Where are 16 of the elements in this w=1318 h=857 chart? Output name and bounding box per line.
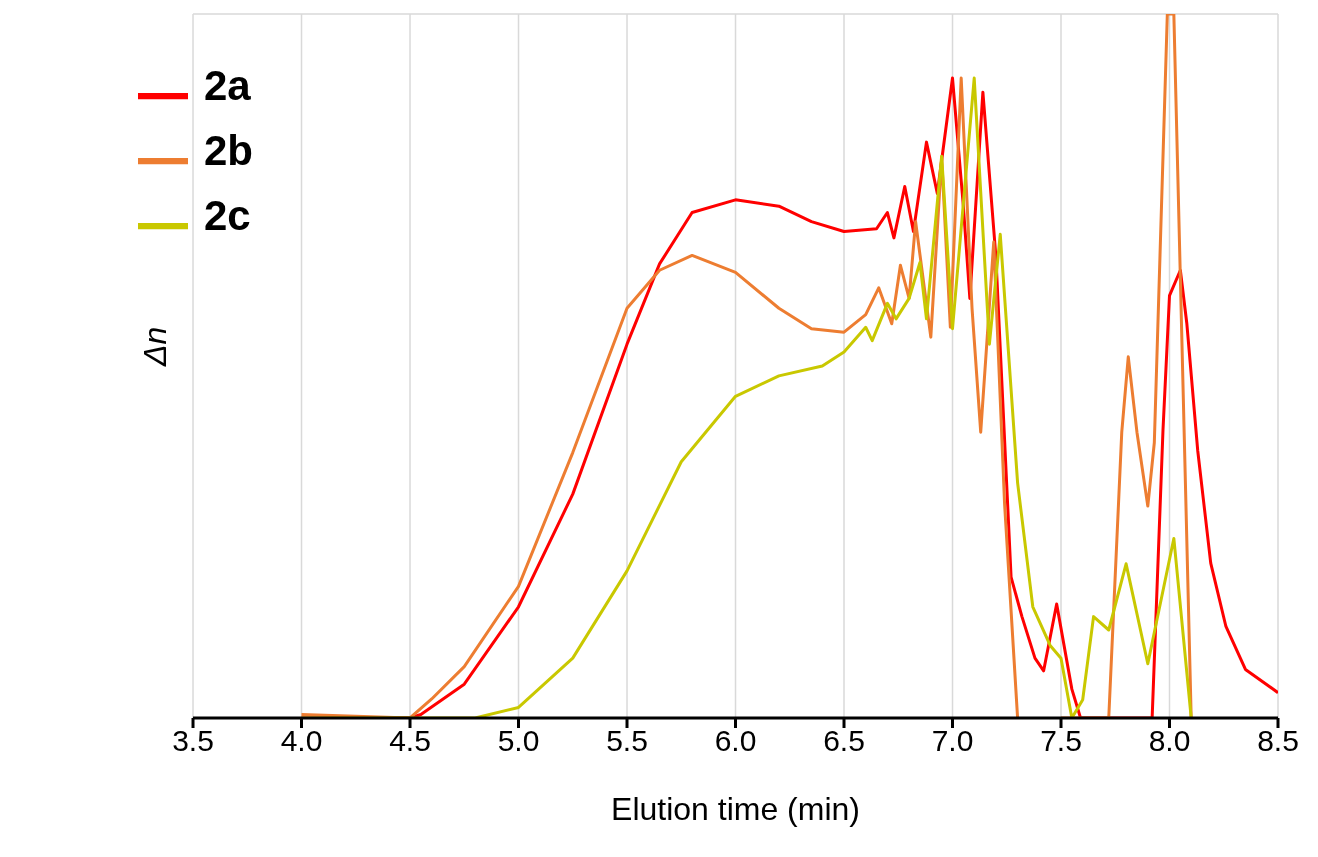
x-tick-label: 8.5	[1257, 724, 1299, 758]
legend-label: 2c	[204, 192, 251, 239]
x-tick-label: 3.5	[172, 724, 214, 758]
x-tick-label: 7.5	[1040, 724, 1082, 758]
x-tick-label: 4.5	[389, 724, 431, 758]
x-tick-label: 6.0	[714, 724, 757, 758]
x-tick-label: 4.0	[280, 724, 323, 758]
x-tick-label: 5.5	[606, 724, 648, 758]
x-tick-label: 8.0	[1148, 724, 1191, 758]
y-axis-title: Δn	[137, 326, 174, 367]
legend-label: 2a	[204, 62, 251, 109]
legend-label: 2b	[204, 127, 254, 174]
x-tick-label: 6.5	[823, 724, 865, 758]
x-axis-title: Elution time (min)	[611, 791, 860, 827]
x-tick-label: 5.0	[497, 724, 540, 758]
x-tick-label: 7.0	[931, 724, 974, 758]
